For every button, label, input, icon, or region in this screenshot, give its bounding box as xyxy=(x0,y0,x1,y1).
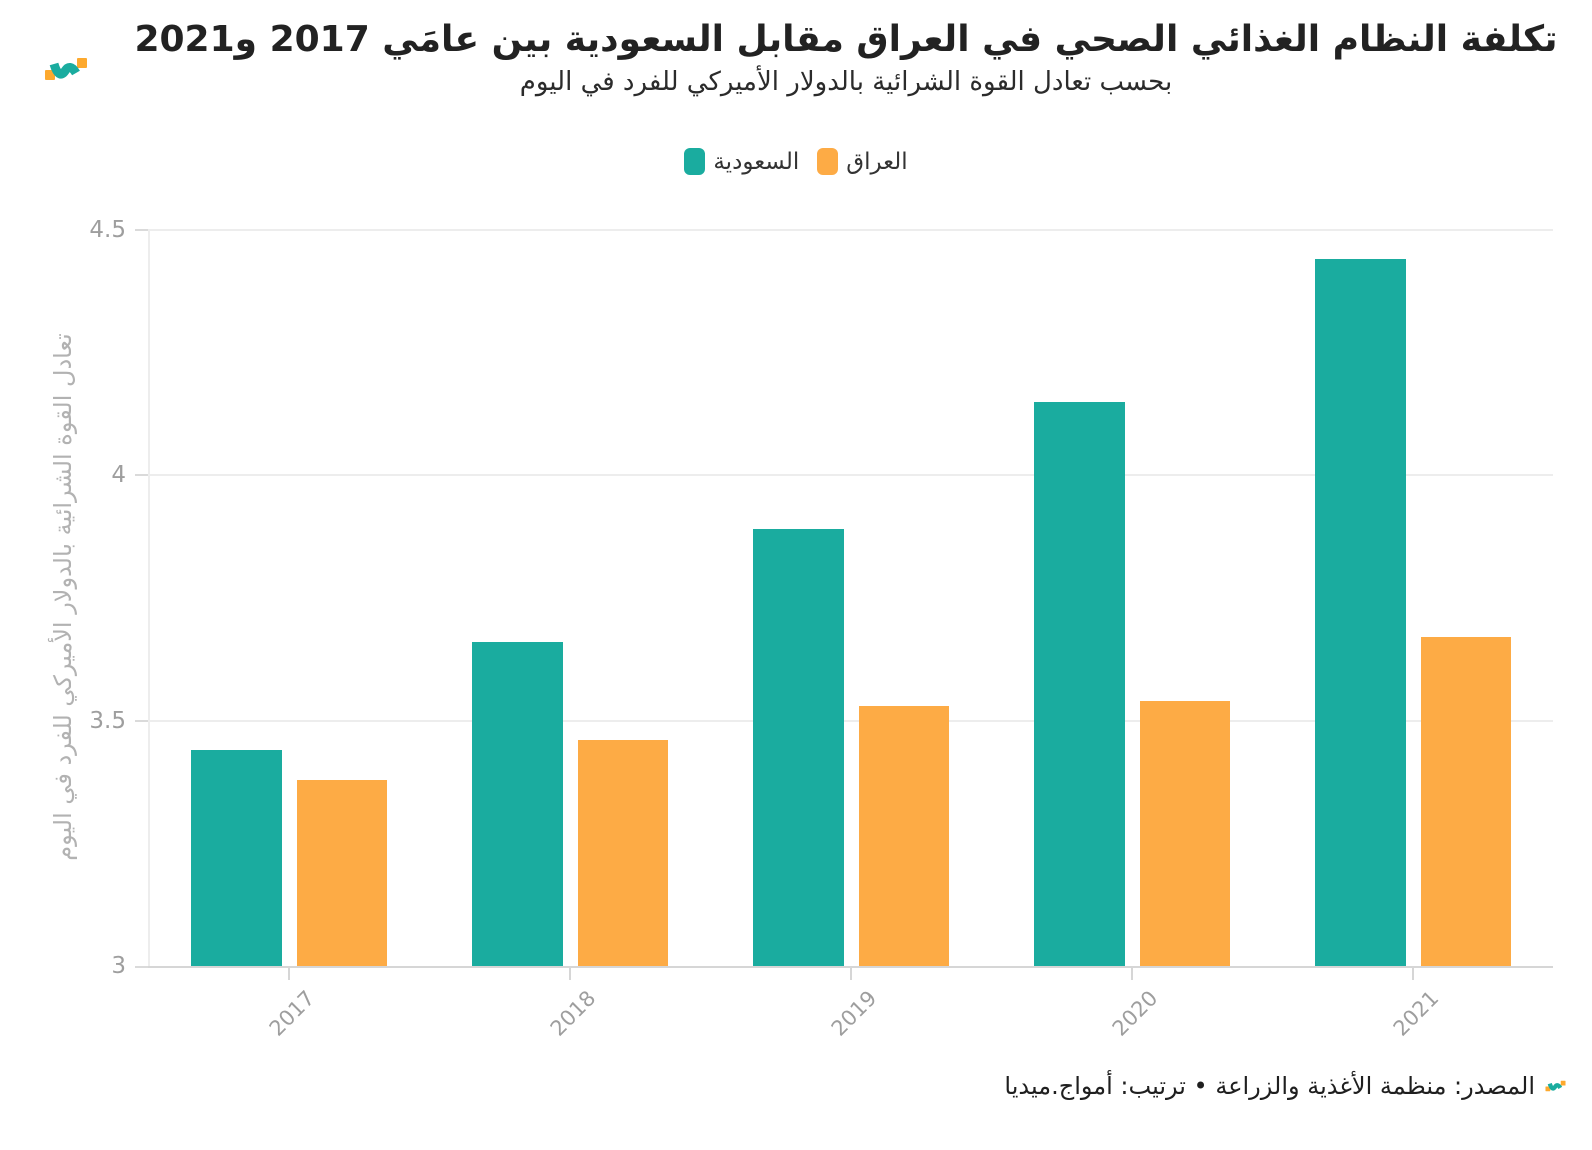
y-tick-label: 3.5 xyxy=(89,707,126,734)
x-tick-label: 2019 xyxy=(826,986,881,1041)
legend-label-iraq: العراق xyxy=(846,148,908,175)
legend: السعودية العراق xyxy=(0,148,1592,175)
legend-item-saudi[interactable]: السعودية xyxy=(684,148,799,175)
bar-iraq-2020[interactable] xyxy=(1140,701,1230,966)
x-axis-tick xyxy=(850,968,852,980)
amwaj-logo-icon xyxy=(45,58,87,80)
gridline-4.5 xyxy=(148,229,1553,231)
gridline-4 xyxy=(148,474,1553,477)
footer: المصدر: منظمة الأغذية والزراعة • ترتيب: … xyxy=(1004,1072,1566,1100)
y-axis-tick xyxy=(135,229,148,231)
x-tick-label: 2017 xyxy=(264,986,319,1041)
amwaj-logo-icon xyxy=(1545,1080,1566,1091)
x-tick-label: 2018 xyxy=(545,986,600,1041)
legend-swatch-saudi-icon xyxy=(684,148,706,175)
y-axis-tick xyxy=(135,474,148,477)
bar-saudi-2021[interactable] xyxy=(1315,259,1406,966)
x-axis-tick xyxy=(569,968,571,980)
x-axis-tick xyxy=(288,968,290,980)
x-axis-tick xyxy=(1412,968,1414,980)
chart-subtitle: بحسب تعادل القوة الشرائية بالدولار الأمي… xyxy=(519,67,1173,98)
chart-title: تكلفة النظام الغذائي الصحي في العراق مقا… xyxy=(134,19,1558,60)
bar-saudi-2018[interactable] xyxy=(472,642,563,966)
legend-item-iraq[interactable]: العراق xyxy=(817,148,908,175)
legend-swatch-iraq-icon xyxy=(817,148,839,175)
header: تكلفة النظام الغذائي الصحي في العراق مقا… xyxy=(100,18,1592,97)
y-axis-tick xyxy=(135,719,148,722)
bar-iraq-2021[interactable] xyxy=(1421,637,1511,966)
y-tick-label: 3 xyxy=(111,953,126,979)
x-axis-tick xyxy=(1131,968,1133,980)
y-axis-title: تعادل القوة الشرائية بالدولار الأميركي ل… xyxy=(49,333,77,861)
bar-saudi-2019[interactable] xyxy=(753,529,844,966)
y-tick-label: 4.5 xyxy=(89,217,126,243)
bar-iraq-2017[interactable] xyxy=(297,780,387,966)
gridline-3.5 xyxy=(148,719,1553,722)
x-tick-label: 2020 xyxy=(1107,986,1162,1041)
bar-iraq-2019[interactable] xyxy=(859,706,949,966)
plot-area: 3 3.5 4 4.5 2017 2018 2019 2020 2021 xyxy=(89,217,1553,1041)
source-credit: المصدر: منظمة الأغذية والزراعة • ترتيب: … xyxy=(1004,1072,1535,1100)
y-axis-tick xyxy=(135,966,148,968)
y-axis-line xyxy=(148,230,150,966)
y-tick-label: 4 xyxy=(111,462,126,489)
x-axis-line xyxy=(135,966,1553,968)
x-tick-label: 2021 xyxy=(1388,986,1443,1041)
bar-saudi-2017[interactable] xyxy=(191,750,282,966)
bar-saudi-2020[interactable] xyxy=(1034,402,1125,966)
legend-label-saudi: السعودية xyxy=(713,148,800,175)
bar-iraq-2018[interactable] xyxy=(578,740,668,966)
